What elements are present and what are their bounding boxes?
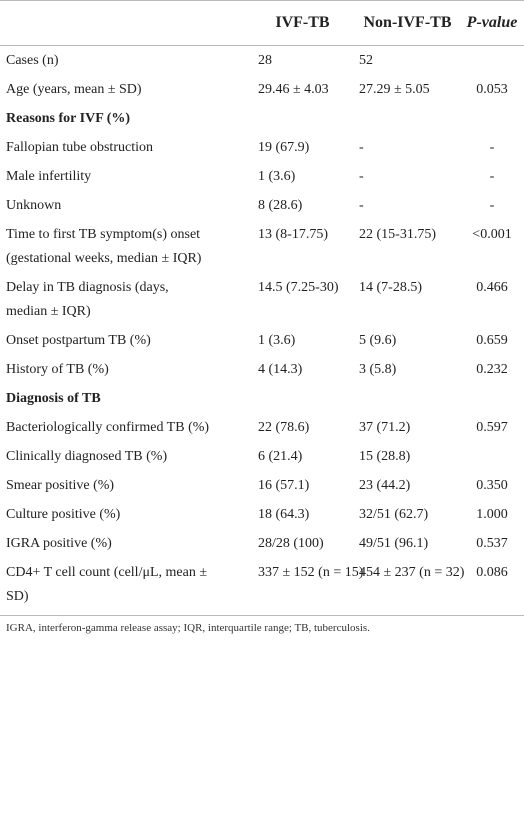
cell: 337 ± 152 (n = 15) xyxy=(258,564,364,580)
cell: 1.000 xyxy=(476,506,508,522)
table-row: Culture positive (%) 18 (64.3) 32/51 (62.7… xyxy=(0,500,524,529)
section-row: Diagnosis of TB xyxy=(0,384,524,413)
cell: 8 (28.6) xyxy=(258,197,303,213)
row-label: IGRA positive (%) xyxy=(6,535,112,551)
cell: 0.597 xyxy=(476,419,508,435)
cell: 0.053 xyxy=(476,81,508,97)
row-label: Delay in TB diagnosis (days, median ± IQ… xyxy=(6,279,169,319)
table-row: Fallopian tube obstruction 19 (67.9) - - xyxy=(0,133,524,162)
table-header: IVF-TB Non-IVF-TB P-value xyxy=(0,0,524,46)
table-row: Smear positive (%) 16 (57.1) 23 (44.2) 0.35… xyxy=(0,471,524,500)
table-row: History of TB (%) 4 (14.3) 3 (5.8) 0.232 xyxy=(0,355,524,384)
cell: 0.659 xyxy=(476,332,508,348)
row-label: Fallopian tube obstruction xyxy=(6,139,153,155)
row-label: Age (years, mean ± SD) xyxy=(6,81,142,97)
cell: 1 (3.6) xyxy=(258,168,296,184)
cell xyxy=(460,46,524,76)
footnote: IGRA, interferon-gamma release assay; IQ… xyxy=(6,621,370,634)
cell: 0.537 xyxy=(476,535,508,551)
data-table: IVF-TB Non-IVF-TB P-value Cases (n) 28 52 A… xyxy=(0,0,524,615)
cell: 29.46 ± 4.03 xyxy=(258,81,329,97)
cell: 22 (15-31.75) xyxy=(359,226,436,242)
cell: 52 xyxy=(359,52,373,68)
cell: 28 xyxy=(258,52,272,68)
cell: 27.29 ± 5.05 xyxy=(359,81,430,97)
cell: 4 (14.3) xyxy=(258,361,303,377)
section-title: Reasons for IVF (%) xyxy=(6,110,131,126)
cell: 23 (44.2) xyxy=(359,477,411,493)
table-row: Bacteriologically confirmed TB (%) 22 (78… xyxy=(0,413,524,442)
cell: 15 (28.8) xyxy=(359,448,411,464)
header-row: IVF-TB Non-IVF-TB P-value xyxy=(0,0,524,46)
cell: 0.466 xyxy=(476,279,508,295)
cell: 6 (21.4) xyxy=(258,448,303,464)
row-label: Onset postpartum TB (%) xyxy=(6,332,151,348)
row-label: History of TB (%) xyxy=(6,361,109,377)
table-row: IGRA positive (%) 28/28 (100) 49/51 (96.1)… xyxy=(0,529,524,558)
table-row: Clinically diagnosed TB (%) 6 (21.4) 15 (2… xyxy=(0,442,524,471)
cell: - xyxy=(489,139,495,155)
cell: - xyxy=(359,197,364,213)
cell: <0.001 xyxy=(472,226,512,242)
table-row: Age (years, mean ± SD) 29.46 ± 4.03 27.29 … xyxy=(0,75,524,104)
cell: 14.5 (7.25-30) xyxy=(258,279,339,295)
cell: 0.232 xyxy=(476,361,508,377)
row-label: Cases (n) xyxy=(6,52,59,68)
table-row: Male infertility 1 (3.6) - - xyxy=(0,162,524,191)
cell: 19 (67.9) xyxy=(258,139,310,155)
table-row: CD4+ T cell count (cell/μL, mean ± SD) 33… xyxy=(0,558,524,615)
table-body: Cases (n) 28 52 Age (years, mean ± SD) 29.46… xyxy=(0,46,524,615)
table-row: Time to first TB symptom(s) onset (gesta… xyxy=(0,220,524,273)
section-row: Reasons for IVF (%) xyxy=(0,104,524,133)
row-label: Culture positive (%) xyxy=(6,506,121,522)
row-label: CD4+ T cell count (cell/μL, mean ± SD) xyxy=(6,564,208,604)
header-cell: Non-IVF-TB xyxy=(355,0,460,46)
row-label: Smear positive (%) xyxy=(6,477,115,493)
cell: 18 (64.3) xyxy=(258,506,310,522)
row-label: Unknown xyxy=(6,197,62,213)
header-cell: IVF-TB xyxy=(250,0,355,46)
row-label: Bacteriologically confirmed TB (%) xyxy=(6,419,210,435)
table-row: Unknown 8 (28.6) - - xyxy=(0,191,524,220)
header-cell: P-value xyxy=(460,0,524,46)
cell: 454 ± 237 (n = 32) xyxy=(359,564,465,580)
cell: 14 (7-28.5) xyxy=(359,279,422,295)
cell: - xyxy=(489,197,495,213)
cell: - xyxy=(359,168,364,184)
header-cell xyxy=(0,0,250,46)
section-title: Diagnosis of TB xyxy=(6,390,101,406)
cell: - xyxy=(359,139,364,155)
table-row: Cases (n) 28 52 xyxy=(0,46,524,76)
cell: 0.350 xyxy=(476,477,508,493)
cell xyxy=(460,442,524,471)
cell: 5 (9.6) xyxy=(359,332,397,348)
cell: 49/51 (96.1) xyxy=(359,535,429,551)
cell: 13 (8-17.75) xyxy=(258,226,328,242)
cell: 28/28 (100) xyxy=(258,535,324,551)
cell: 0.086 xyxy=(476,564,508,580)
row-label: Clinically diagnosed TB (%) xyxy=(6,448,168,464)
cell: 32/51 (62.7) xyxy=(359,506,429,522)
cell: 1 (3.6) xyxy=(258,332,296,348)
row-label: Male infertility xyxy=(6,168,92,184)
cell: 16 (57.1) xyxy=(258,477,310,493)
cell: 37 (71.2) xyxy=(359,419,411,435)
row-label: Time to first TB symptom(s) onset (gesta… xyxy=(6,226,202,266)
cell: 22 (78.6) xyxy=(258,419,310,435)
cell: 3 (5.8) xyxy=(359,361,397,377)
table-row: Onset postpartum TB (%) 1 (3.6) 5 (9.6) 0.6… xyxy=(0,326,524,355)
table-row: Delay in TB diagnosis (days, median ± IQ… xyxy=(0,273,524,326)
cell: - xyxy=(489,168,495,184)
